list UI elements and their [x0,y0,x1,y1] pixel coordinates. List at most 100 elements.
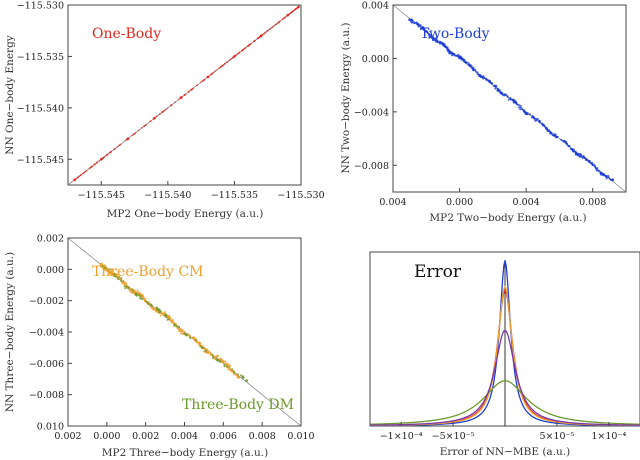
scatter-point [79,174,82,177]
scatter-point [458,57,461,60]
panel-one-body-title: One-Body [92,26,161,42]
scatter-point [152,118,155,120]
scatter-point [451,54,454,57]
scatter-point [191,336,194,339]
scatter-point [113,148,115,151]
scatter-point [143,299,146,302]
x-tick-label: −115.535 [211,190,258,201]
scatter-point [465,62,468,65]
scatter-point [536,118,539,121]
y-tick-label: −115.530 [17,1,64,12]
scatter-point [276,22,279,24]
scatter-point [103,156,106,158]
scatter-point [212,71,215,74]
scatter-point [199,343,202,346]
scatter-point [139,297,142,300]
scatter-point [514,101,517,104]
scatter-point [519,104,522,107]
scatter-point [271,26,274,28]
scatter-point [546,129,549,132]
scatter-point [172,319,175,322]
scatter-point [263,32,265,35]
scatter-point [572,149,575,152]
scatter-point [218,67,221,69]
x-tick-label: −115.530 [277,190,324,201]
scatter-point [504,93,507,96]
scatter-point [446,47,449,50]
scatter-point [238,51,241,54]
scatter-point [581,156,584,159]
scatter-point [494,87,497,90]
scatter-point [137,292,140,295]
scatter-point [200,346,203,349]
x-tick-label: 0.006 [210,431,237,442]
scatter-point [229,369,232,372]
scatter-point [108,268,111,271]
scatter-point [155,310,158,313]
scatter-point [546,127,549,130]
scatter-point [230,58,232,60]
scatter-point [232,370,235,373]
scatter-point [73,179,76,181]
scatter-point [110,270,113,273]
y-tick-label: −0.004 [354,107,389,118]
scatter-point [296,7,298,9]
scatter-point [497,89,500,92]
scatter-point [155,115,158,118]
scatter-point [137,294,140,297]
error-distribution-curve [369,380,640,425]
x-tick-label: −5×10⁻⁵ [432,431,475,442]
scatter-point [96,161,98,164]
scatter-point [211,72,214,75]
scatter-point [170,104,172,107]
x-tick-label: −1×10⁻⁴ [380,431,423,442]
y-tick-label: 0.004 [362,1,389,12]
scatter-point [101,157,103,160]
scatter-point [588,161,591,164]
scatter-point [151,306,154,309]
scatter-point [158,311,161,314]
scatter-point [219,66,222,68]
scatter-point [560,138,563,141]
scatter-point [266,30,269,32]
scatter-point [548,130,551,133]
scatter-point [182,332,185,335]
scatter-point [220,358,223,361]
scatter-point [226,61,228,63]
scatter-point [108,271,111,274]
y-tick-label: −0.002 [29,296,64,307]
scatter-point [294,8,297,11]
scatter-point [176,326,179,329]
scatter-point [217,354,220,357]
scatter-point [75,178,77,180]
scatter-point [579,153,582,156]
panel-three-body-title: Three-Body CM [92,264,203,280]
scatter-point [150,306,153,309]
scatter-point [211,356,214,359]
x-tick-label: 0.004 [379,197,406,208]
scatter-point [571,148,574,151]
scatter-point [290,11,293,13]
scatter-point [517,106,520,109]
scatter-point [167,316,170,319]
scatter-point [107,270,110,273]
scatter-point [490,82,493,85]
panel-one-body-xlabel: MP2 One−body Energy (a.u.) [107,208,264,220]
scatter-point [125,138,128,141]
scatter-point [250,42,252,45]
scatter-point [565,140,568,143]
x-tick-label: 0.004 [513,197,540,208]
scatter-point [228,367,231,370]
scatter-point [516,103,519,106]
panel-two-body: 0.004 0.000 0.004 0.008 0.004 0.000 −0.004 −0.0… [340,1,627,224]
scatter-point [440,42,443,45]
error-distribution-curve [369,329,640,426]
scatter-point [162,110,164,113]
y-tick-label: 0.000 [37,265,64,276]
scatter-point [236,53,238,56]
scatter-point [187,91,190,93]
scatter-point [476,72,479,75]
scatter-point [456,54,459,57]
scatter-point [177,98,180,101]
scatter-point [242,376,245,379]
